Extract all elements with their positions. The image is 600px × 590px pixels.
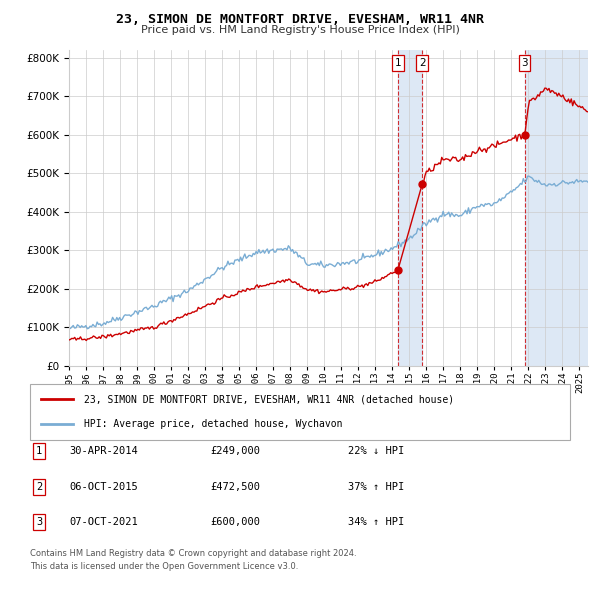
Text: 06-OCT-2015: 06-OCT-2015 [69, 482, 138, 491]
Text: 30-APR-2014: 30-APR-2014 [69, 447, 138, 456]
Text: 3: 3 [521, 58, 528, 68]
Text: £472,500: £472,500 [210, 482, 260, 491]
Text: 07-OCT-2021: 07-OCT-2021 [69, 517, 138, 527]
Text: This data is licensed under the Open Government Licence v3.0.: This data is licensed under the Open Gov… [30, 562, 298, 571]
Text: 23, SIMON DE MONTFORT DRIVE, EVESHAM, WR11 4NR: 23, SIMON DE MONTFORT DRIVE, EVESHAM, WR… [116, 13, 484, 26]
Text: Contains HM Land Registry data © Crown copyright and database right 2024.: Contains HM Land Registry data © Crown c… [30, 549, 356, 558]
Text: £600,000: £600,000 [210, 517, 260, 527]
Text: 23, SIMON DE MONTFORT DRIVE, EVESHAM, WR11 4NR (detached house): 23, SIMON DE MONTFORT DRIVE, EVESHAM, WR… [84, 394, 454, 404]
FancyBboxPatch shape [30, 384, 570, 440]
Bar [398, 50, 422, 366]
Text: 2: 2 [419, 58, 425, 68]
Text: 34% ↑ HPI: 34% ↑ HPI [348, 517, 404, 527]
Text: HPI: Average price, detached house, Wychavon: HPI: Average price, detached house, Wych… [84, 419, 343, 429]
Text: 2: 2 [36, 482, 42, 491]
Text: 3: 3 [36, 517, 42, 527]
Text: 1: 1 [36, 447, 42, 456]
Text: 1: 1 [395, 58, 401, 68]
Text: 37% ↑ HPI: 37% ↑ HPI [348, 482, 404, 491]
Text: Price paid vs. HM Land Registry's House Price Index (HPI): Price paid vs. HM Land Registry's House … [140, 25, 460, 35]
Bar [524, 50, 588, 366]
Text: £249,000: £249,000 [210, 447, 260, 456]
Text: 22% ↓ HPI: 22% ↓ HPI [348, 447, 404, 456]
